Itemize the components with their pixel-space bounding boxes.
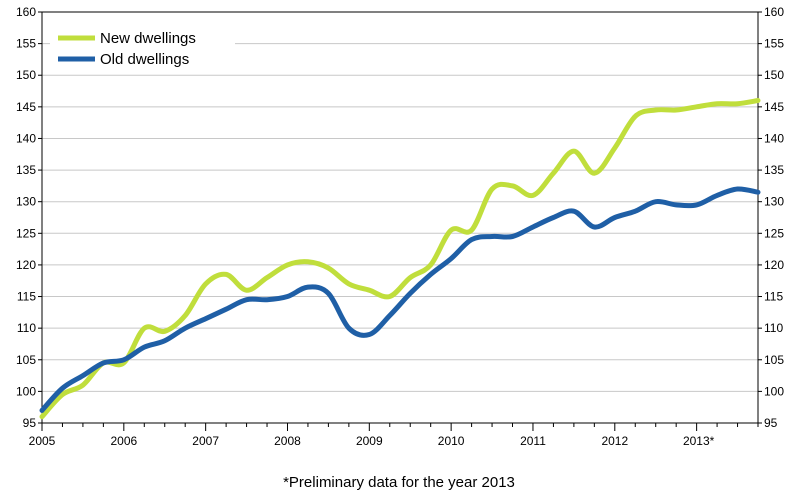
- y-tick-label-right: 115: [764, 290, 783, 304]
- x-tick-label: 2008: [274, 434, 301, 448]
- x-tick-label: 2013*: [683, 434, 715, 448]
- y-tick-label-right: 160: [764, 5, 784, 19]
- y-tick-label-left: 145: [16, 100, 36, 114]
- x-tick-label: 2011: [520, 434, 546, 448]
- legend: New dwellings Old dwellings: [50, 24, 235, 70]
- series-lines: [39, 98, 761, 420]
- gridlines: [42, 11, 758, 424]
- y-tick-label-right: 140: [764, 131, 784, 145]
- y-tick-label-right: 125: [764, 226, 784, 240]
- y-tick-label-left: 105: [16, 353, 36, 367]
- y-tick-label-left: 95: [23, 416, 37, 430]
- y-tick-label-right: 100: [764, 384, 784, 398]
- y-tick-label-left: 120: [16, 258, 36, 272]
- y-tick-label-left: 155: [16, 37, 36, 51]
- y-tick-label-right: 130: [764, 195, 784, 209]
- series-line-new-dwellings: [39, 98, 761, 420]
- plot-area-frame: [41, 11, 759, 424]
- series-line-old-dwellings: [39, 186, 761, 413]
- x-tick-label: 2010: [438, 434, 465, 448]
- y-tick-label-right: 120: [764, 258, 784, 272]
- y-tick-label-left: 110: [17, 321, 36, 335]
- y-tick-label-left: 140: [16, 131, 36, 145]
- left-y-axis: 95 100 105 110 115 120 125 130 135 140 145 150 155 16…: [16, 5, 42, 430]
- y-tick-label-right: 105: [764, 353, 784, 367]
- y-tick-label-left: 160: [16, 5, 36, 19]
- y-tick-label-left: 130: [16, 195, 36, 209]
- y-tick-label-right: 95: [764, 416, 778, 430]
- legend-label-new-dwellings: New dwellings: [100, 30, 196, 47]
- y-tick-label-left: 150: [16, 68, 36, 82]
- legend-label-old-dwellings: Old dwellings: [100, 51, 189, 68]
- x-tick-label: 2007: [192, 434, 219, 448]
- right-y-axis: 95 100 105 110 115 120 125 130 135 140 145 150 155 16…: [758, 5, 784, 430]
- y-tick-label-right: 110: [764, 321, 783, 335]
- footnote: *Preliminary data for the year 2013: [283, 474, 515, 491]
- y-tick-label-left: 100: [16, 384, 36, 398]
- x-tick-label: 2009: [356, 434, 383, 448]
- legend-background: [50, 24, 235, 70]
- y-tick-label-right: 150: [764, 68, 784, 82]
- y-tick-label-right: 135: [764, 163, 784, 177]
- y-tick-label-left: 135: [16, 163, 36, 177]
- y-tick-label-right: 145: [764, 100, 784, 114]
- x-tick-label: 2012: [601, 434, 628, 448]
- x-tick-label: 2005: [29, 434, 56, 448]
- x-axis: 2005 2006 2007 2008 2009 2010 2011 2012 2013*: [29, 423, 759, 448]
- y-tick-label-left: 115: [17, 290, 36, 304]
- x-tick-label: 2006: [110, 434, 137, 448]
- y-tick-label-right: 155: [764, 37, 784, 51]
- y-tick-label-left: 125: [16, 226, 36, 240]
